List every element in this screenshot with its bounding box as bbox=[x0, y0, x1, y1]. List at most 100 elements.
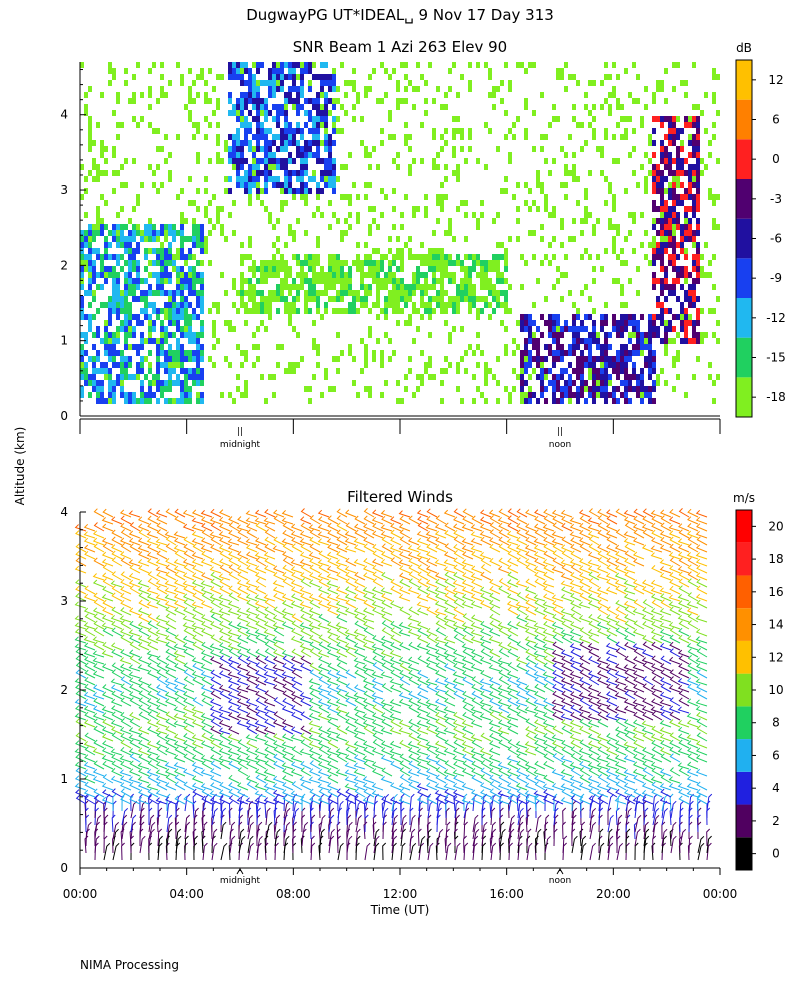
snr-cell bbox=[296, 332, 300, 338]
wind-barb bbox=[228, 774, 240, 784]
snr-cell bbox=[428, 374, 432, 380]
snr-cell bbox=[424, 308, 428, 314]
snr-cell bbox=[284, 170, 288, 176]
wind-barb bbox=[174, 600, 186, 609]
wind-barb bbox=[427, 800, 434, 819]
snr-cell bbox=[664, 116, 668, 122]
snr-cell bbox=[88, 86, 92, 92]
snr-cell bbox=[140, 332, 144, 338]
snr-cell bbox=[180, 230, 184, 236]
wind-barb bbox=[157, 807, 163, 826]
wind-barb bbox=[92, 537, 105, 546]
snr-cell bbox=[668, 236, 672, 242]
wind-barb bbox=[299, 601, 312, 609]
snr-cell bbox=[100, 380, 104, 386]
snr-cell bbox=[448, 332, 452, 338]
wind-barb bbox=[165, 739, 177, 749]
snr-cell bbox=[592, 398, 596, 404]
snr-cell bbox=[232, 110, 236, 116]
snr-cell bbox=[528, 398, 532, 404]
snr-cell bbox=[416, 278, 420, 284]
snr-cell bbox=[620, 344, 624, 350]
snr-cell bbox=[332, 272, 336, 278]
snr-cell bbox=[196, 344, 200, 350]
snr-cell bbox=[440, 104, 444, 110]
snr-cell bbox=[588, 374, 592, 380]
snr-cell bbox=[712, 380, 716, 386]
wind-barb bbox=[254, 517, 267, 525]
snr-cell bbox=[552, 206, 556, 212]
snr-cell bbox=[248, 236, 252, 242]
snr-cell bbox=[108, 392, 112, 398]
wind-barb bbox=[345, 586, 357, 595]
wind-barb bbox=[372, 732, 384, 742]
wind-barb bbox=[120, 795, 132, 805]
snr-cell bbox=[272, 254, 276, 260]
wind-barb bbox=[371, 719, 384, 728]
snr-cell bbox=[440, 398, 444, 404]
wind-barb bbox=[219, 642, 231, 651]
snr-cell bbox=[688, 170, 692, 176]
snr-cell bbox=[104, 200, 108, 206]
snr-cell bbox=[532, 110, 536, 116]
snr-cell bbox=[532, 230, 536, 236]
wind-barb bbox=[264, 641, 276, 651]
snr-cell bbox=[444, 92, 448, 98]
snr-cell bbox=[352, 182, 356, 188]
snr-cell bbox=[392, 278, 396, 284]
snr-cell bbox=[392, 260, 396, 266]
wind-barb bbox=[84, 627, 96, 637]
snr-cell bbox=[408, 296, 412, 302]
snr-cell bbox=[196, 314, 200, 320]
snr-cell bbox=[508, 398, 512, 404]
snr-cell bbox=[392, 224, 396, 230]
snr-cell bbox=[716, 110, 720, 116]
snr-cell bbox=[464, 284, 468, 290]
snr-cell bbox=[524, 398, 528, 404]
snr-cell bbox=[96, 224, 100, 230]
snr-cell bbox=[328, 110, 332, 116]
wind-barb bbox=[209, 566, 222, 574]
snr-cell bbox=[300, 356, 304, 362]
snr-cell bbox=[196, 92, 200, 98]
wind-barb bbox=[381, 800, 386, 819]
snr-cell bbox=[228, 74, 232, 80]
snr-cell bbox=[584, 338, 588, 344]
snr-cell bbox=[84, 254, 88, 260]
snr-cell bbox=[360, 140, 364, 146]
wind-barb bbox=[138, 613, 150, 623]
snr-cell bbox=[228, 188, 232, 194]
snr-cell bbox=[632, 350, 636, 356]
snr-cell bbox=[396, 164, 400, 170]
wind-barb bbox=[128, 649, 141, 658]
snr-cell bbox=[316, 92, 320, 98]
wind-barb bbox=[317, 538, 330, 546]
snr-cell bbox=[176, 278, 180, 284]
snr-cell bbox=[288, 152, 292, 158]
snr-cell bbox=[188, 284, 192, 290]
snr-cell bbox=[444, 104, 448, 110]
wind-barb bbox=[183, 795, 195, 805]
snr-cell bbox=[260, 110, 264, 116]
snr-cell bbox=[692, 332, 696, 338]
snr-cell bbox=[628, 116, 632, 122]
wind-barb bbox=[282, 725, 294, 735]
snr-cell bbox=[88, 392, 92, 398]
snr-cell bbox=[156, 230, 160, 236]
snr-cell bbox=[576, 326, 580, 332]
snr-cell bbox=[504, 350, 508, 356]
snr-cell bbox=[560, 296, 564, 302]
snr-cell bbox=[116, 272, 120, 278]
snr-cell bbox=[176, 326, 180, 332]
snr-cell bbox=[100, 146, 104, 152]
snr-cell bbox=[388, 296, 392, 302]
wind-barb bbox=[264, 606, 276, 616]
snr-cell bbox=[288, 62, 292, 68]
snr-cell bbox=[372, 302, 376, 308]
wind-barb bbox=[399, 529, 411, 539]
snr-cell bbox=[392, 284, 396, 290]
wind-barb bbox=[435, 613, 447, 623]
snr-cell bbox=[332, 170, 336, 176]
wind-barb bbox=[291, 683, 303, 693]
snr-cell bbox=[608, 218, 612, 224]
